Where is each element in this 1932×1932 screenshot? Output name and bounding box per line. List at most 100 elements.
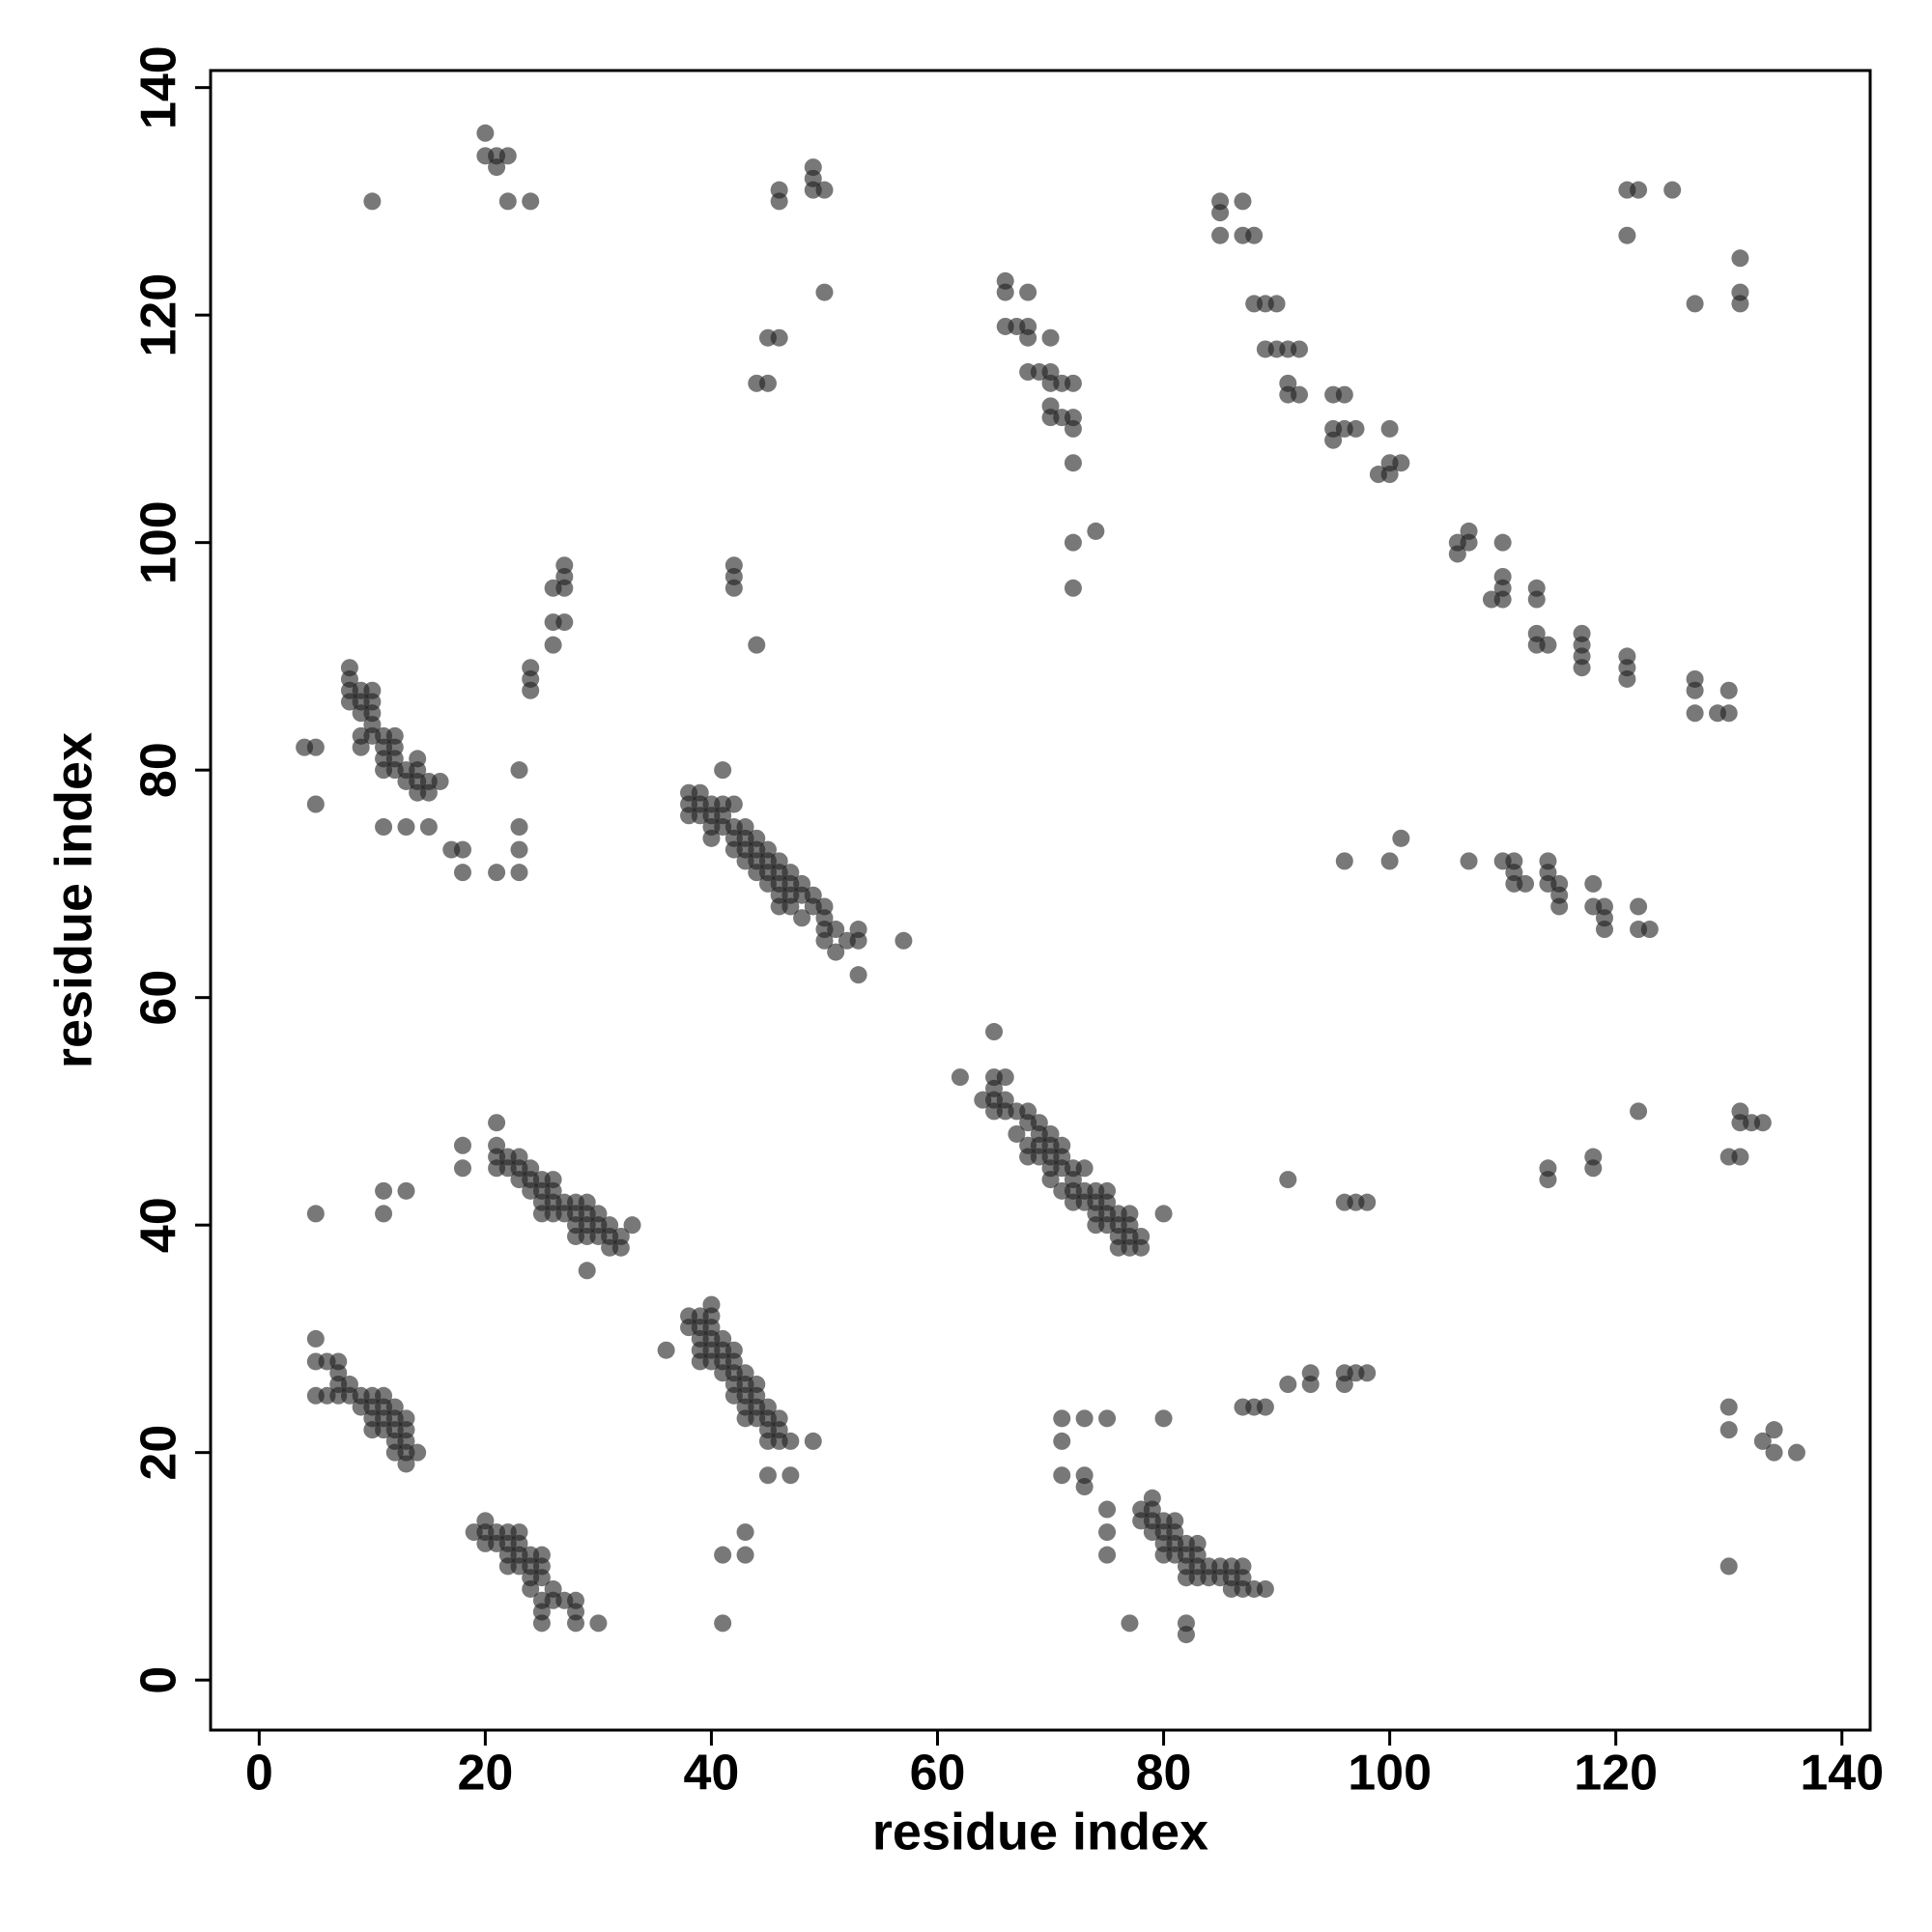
point xyxy=(781,1466,800,1485)
point xyxy=(522,192,540,211)
point xyxy=(1584,1159,1603,1178)
point xyxy=(1087,522,1105,540)
point xyxy=(578,1262,596,1280)
point xyxy=(544,636,562,654)
point xyxy=(849,966,867,984)
point xyxy=(1301,1376,1320,1394)
point xyxy=(1075,1409,1094,1428)
point xyxy=(1731,1148,1749,1166)
point xyxy=(1539,636,1557,654)
point xyxy=(770,192,788,211)
point xyxy=(532,1614,551,1633)
point xyxy=(409,1443,427,1462)
point xyxy=(1686,295,1704,313)
point xyxy=(1765,1443,1783,1462)
x-tick-label: 120 xyxy=(1574,1746,1658,1802)
point xyxy=(1290,385,1308,404)
point xyxy=(1731,249,1749,268)
point xyxy=(1719,1421,1738,1439)
point xyxy=(1493,533,1512,552)
point xyxy=(488,1114,506,1132)
x-tick-label: 100 xyxy=(1348,1746,1432,1802)
point xyxy=(827,921,845,939)
point xyxy=(352,738,370,756)
point xyxy=(1719,681,1738,699)
point xyxy=(1279,1376,1297,1394)
point xyxy=(1064,374,1082,392)
point xyxy=(555,613,574,632)
y-tick-label: 100 xyxy=(131,500,187,584)
point xyxy=(1267,295,1286,313)
point xyxy=(1630,1102,1648,1121)
point xyxy=(498,192,517,211)
point xyxy=(522,681,540,699)
point xyxy=(1539,1171,1557,1189)
point xyxy=(453,864,471,882)
x-tick-label: 80 xyxy=(1136,1746,1192,1802)
point xyxy=(1256,1579,1274,1598)
point xyxy=(1064,579,1082,597)
point xyxy=(1098,1409,1117,1428)
point xyxy=(1075,1159,1094,1178)
point xyxy=(397,1455,415,1473)
point xyxy=(1154,1409,1173,1428)
point xyxy=(1324,431,1343,449)
point xyxy=(758,1466,777,1485)
point xyxy=(895,931,913,950)
x-tick-label: 40 xyxy=(684,1746,740,1802)
y-tick-label: 140 xyxy=(131,45,187,129)
point xyxy=(781,1432,800,1450)
point xyxy=(1686,681,1704,699)
point xyxy=(1358,1364,1377,1382)
point xyxy=(1460,852,1478,870)
point xyxy=(724,795,743,813)
point xyxy=(1121,1614,1139,1633)
point xyxy=(375,1205,393,1223)
x-tick-label: 0 xyxy=(245,1746,273,1802)
point xyxy=(419,818,438,837)
point xyxy=(1719,1398,1738,1416)
x-tick-label: 60 xyxy=(910,1746,966,1802)
point xyxy=(1753,1432,1772,1450)
point xyxy=(488,864,506,882)
point xyxy=(1211,226,1230,244)
point xyxy=(1731,295,1749,313)
point xyxy=(736,1523,754,1542)
point xyxy=(363,192,382,211)
point xyxy=(532,1569,551,1587)
y-tick-label: 120 xyxy=(131,273,187,357)
point xyxy=(657,1341,675,1359)
point xyxy=(1256,1398,1274,1416)
point xyxy=(1640,921,1659,939)
x-tick-label: 20 xyxy=(457,1746,513,1802)
point xyxy=(1573,659,1591,677)
point xyxy=(1392,829,1410,847)
y-tick-label: 60 xyxy=(131,970,187,1026)
point xyxy=(1041,1171,1060,1189)
point xyxy=(714,761,732,780)
point xyxy=(1335,385,1353,404)
point xyxy=(1550,897,1569,916)
y-tick-label: 40 xyxy=(131,1197,187,1253)
point xyxy=(1787,1443,1805,1462)
point xyxy=(951,1068,969,1087)
point xyxy=(1380,852,1399,870)
point xyxy=(1765,1421,1783,1439)
point xyxy=(1460,533,1478,552)
point xyxy=(375,1181,393,1200)
point xyxy=(1630,897,1648,916)
point xyxy=(724,579,743,597)
point xyxy=(827,943,845,961)
point xyxy=(1098,1523,1117,1542)
point xyxy=(1019,328,1037,347)
point xyxy=(758,374,777,392)
point xyxy=(510,818,528,837)
point xyxy=(544,579,562,597)
point xyxy=(1064,533,1082,552)
point xyxy=(306,1329,325,1348)
point xyxy=(306,1205,325,1223)
point xyxy=(1290,340,1308,358)
point xyxy=(623,1216,641,1235)
